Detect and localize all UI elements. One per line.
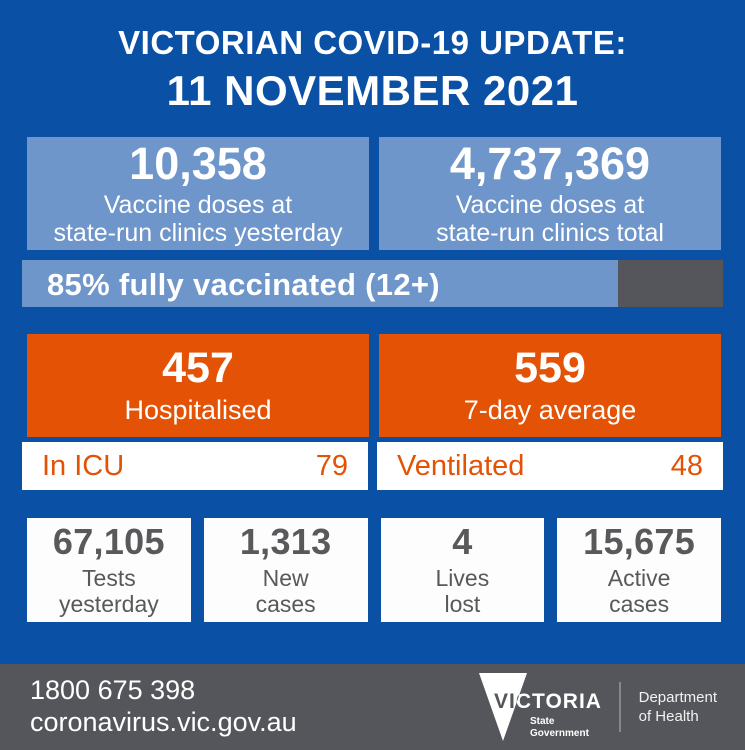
hospitalisation-row: 457 Hospitalised 559 7-day average	[27, 334, 721, 438]
tests-yesterday-box: 67,105 Tests yesterday	[27, 518, 191, 623]
icu-ventilated-row: In ICU 79 Ventilated 48	[22, 442, 723, 491]
vaccine-doses-total-label: Vaccine doses at state-run clinics total	[436, 191, 664, 248]
page-title: VICTORIAN COVID-19 UPDATE: 11 NOVEMBER 2…	[0, 24, 745, 114]
active-cases-label: Active cases	[607, 564, 671, 618]
victoria-triangle-icon	[478, 673, 527, 741]
title-line2: 11 NOVEMBER 2021	[166, 66, 579, 114]
vaccine-doses-yesterday-box: 10,358 Vaccine doses at state-run clinic…	[27, 137, 369, 251]
vaccine-doses-row: 10,358 Vaccine doses at state-run clinic…	[27, 137, 721, 251]
footer: 1800 675 398 coronavirus.vic.gov.au VICT…	[0, 664, 745, 750]
icu-strip: In ICU 79	[22, 442, 368, 491]
tests-yesterday-value: 67,105	[52, 520, 165, 562]
vaccine-doses-total-value: 4,737,369	[449, 138, 651, 189]
hospitalised-label: Hospitalised	[124, 394, 272, 425]
lives-lost-label: Lives lost	[435, 564, 490, 618]
government-label: Government	[530, 728, 590, 739]
seven-day-average-value: 559	[514, 343, 586, 392]
active-cases-value: 15,675	[583, 520, 696, 562]
hospitalised-value: 457	[162, 343, 234, 392]
daily-stats-row: 67,105 Tests yesterday 1,313 New cases 4…	[27, 518, 721, 623]
seven-day-average-box: 559 7-day average	[379, 334, 721, 438]
vaccine-doses-yesterday-value: 10,358	[129, 138, 267, 189]
new-cases-value: 1,313	[239, 520, 332, 562]
lives-lost-box: 4 Lives lost	[380, 518, 545, 623]
ventilated-strip: Ventilated 48	[377, 442, 723, 491]
state-label: State	[530, 716, 555, 727]
victoria-state-government-logo: VICTORIA VICTORIA State Government	[478, 673, 621, 741]
vaccination-progress-bar: 85% fully vaccinated (12+)	[22, 260, 723, 308]
hospitalised-box: 457 Hospitalised	[27, 334, 369, 438]
new-cases-box: 1,313 New cases	[203, 518, 368, 623]
icu-label: In ICU	[42, 449, 125, 482]
vaccination-progress-label: 85% fully vaccinated (12+)	[47, 267, 440, 303]
lives-lost-value: 4	[452, 520, 473, 562]
new-cases-label: New cases	[255, 564, 316, 618]
tests-yesterday-label: Tests yesterday	[59, 564, 159, 618]
footer-website: coronavirus.vic.gov.au	[30, 707, 297, 737]
seven-day-average-label: 7-day average	[463, 394, 637, 425]
victoria-wordmark: VICTORIA	[494, 690, 602, 713]
ventilated-value: 48	[670, 449, 703, 482]
active-cases-box: 15,675 Active cases	[557, 518, 721, 623]
vaccine-doses-total-box: 4,737,369 Vaccine doses at state-run cli…	[379, 137, 721, 251]
footer-phone: 1800 675 398	[30, 675, 196, 706]
department-of-health-label: Department of Health	[638, 688, 717, 726]
ventilated-label: Ventilated	[397, 449, 525, 482]
footer-branding: VICTORIA VICTORIA State Government Depar…	[477, 670, 745, 744]
vaccine-doses-yesterday-label: Vaccine doses at state-run clinics yeste…	[53, 191, 343, 248]
icu-value: 79	[315, 449, 348, 482]
footer-contact: 1800 675 398 coronavirus.vic.gov.au	[0, 675, 297, 739]
vaccination-progress-fill	[22, 260, 618, 308]
title-line1: VICTORIAN COVID-19 UPDATE:	[118, 24, 627, 61]
